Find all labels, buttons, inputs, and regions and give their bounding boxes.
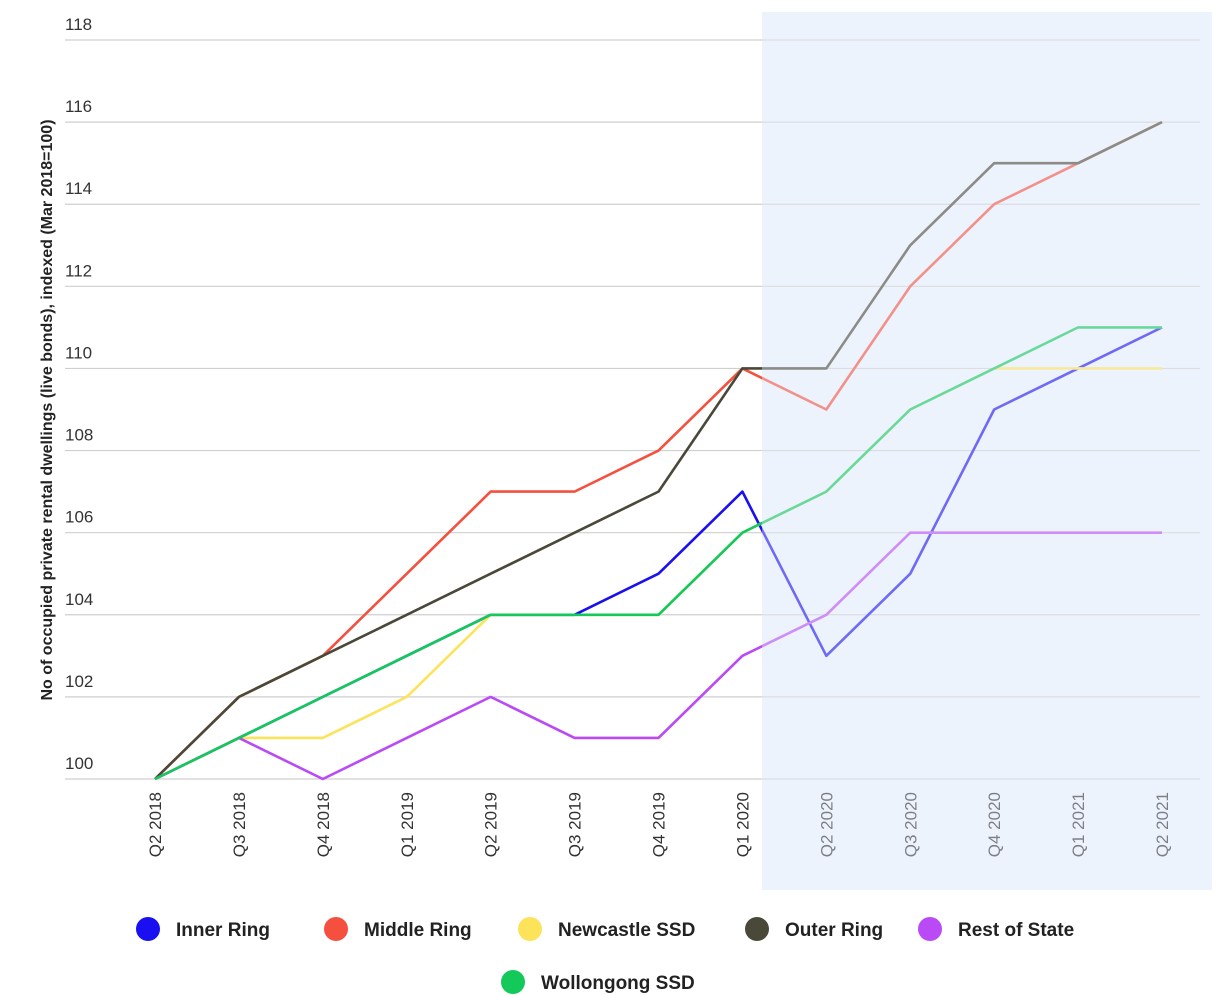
x-tick-label: Q2 2021 (1153, 792, 1172, 857)
x-tick-label: Q2 2020 (817, 792, 836, 857)
x-tick-label: Q2 2018 (146, 792, 165, 857)
y-tick-label: 112 (65, 261, 92, 280)
legend-swatch (918, 917, 942, 941)
y-tick-label: 102 (65, 672, 93, 691)
legend-label: Inner Ring (176, 920, 270, 941)
x-tick-label: Q4 2020 (985, 792, 1004, 857)
x-tick-label: Q2 2019 (482, 792, 501, 857)
y-tick-label: 108 (65, 426, 93, 445)
y-tick-label: 106 (65, 508, 93, 527)
legend-label: Outer Ring (785, 920, 883, 941)
x-tick-label: Q3 2018 (230, 792, 249, 857)
x-tick-label: Q1 2021 (1069, 792, 1088, 857)
forecast-overlay (762, 12, 1212, 890)
legend-swatch (745, 917, 769, 941)
legend-swatch (324, 917, 348, 941)
series-line (154, 326, 1162, 781)
legend-label: Newcastle SSD (558, 920, 695, 941)
legend-swatch (501, 970, 525, 994)
y-axis-label: No of occupied private rental dwellings … (39, 119, 56, 700)
legend-swatch (518, 917, 542, 941)
series-line (154, 531, 1162, 781)
x-tick-label: Q1 2020 (733, 792, 752, 857)
y-tick-label: 118 (65, 15, 92, 34)
legend-label: Wollongong SSD (541, 973, 695, 994)
series-line (154, 120, 1163, 780)
x-tick-label: Q4 2018 (314, 792, 333, 857)
x-tick-label: Q4 2019 (650, 792, 669, 857)
x-tick-label: Q1 2019 (398, 792, 417, 857)
legend-label: Rest of State (958, 920, 1074, 941)
legend-label: Middle Ring (364, 920, 472, 941)
y-tick-label: 110 (65, 343, 92, 362)
y-tick-label: 116 (65, 97, 92, 116)
x-tick-label: Q3 2020 (901, 792, 920, 857)
legend-swatch (136, 917, 160, 941)
y-tick-label: 104 (65, 590, 93, 609)
y-tick-label: 100 (65, 754, 93, 773)
x-tick-label: Q3 2019 (566, 792, 585, 857)
y-tick-label: 114 (65, 179, 92, 198)
